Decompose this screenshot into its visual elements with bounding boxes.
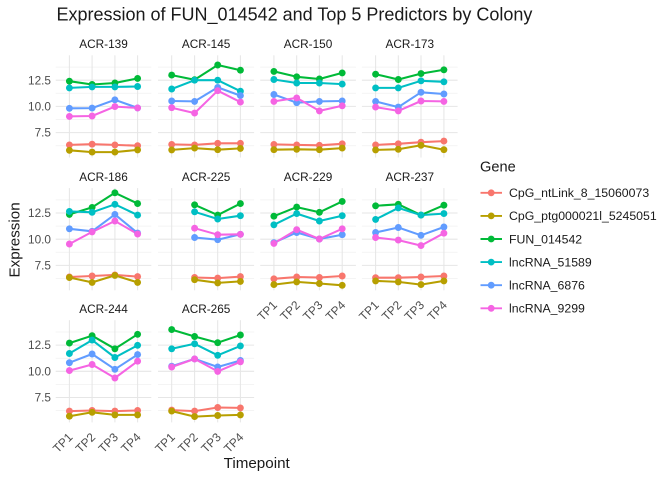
- svg-text:12.5: 12.5: [28, 73, 51, 87]
- svg-text:FUN_014542: FUN_014542: [509, 232, 582, 246]
- svg-text:lncRNA_6876: lncRNA_6876: [509, 279, 585, 293]
- svg-text:7.5: 7.5: [35, 126, 52, 140]
- svg-text:7.5: 7.5: [35, 259, 52, 273]
- svg-text:ACR-225: ACR-225: [182, 170, 231, 184]
- svg-text:ACR-139: ACR-139: [79, 37, 128, 51]
- svg-text:ACR-244: ACR-244: [79, 302, 128, 316]
- svg-text:10.0: 10.0: [28, 232, 51, 246]
- svg-text:Timepoint: Timepoint: [224, 455, 291, 472]
- svg-text:CpG_ntLink_8_15060073: CpG_ntLink_8_15060073: [509, 186, 649, 200]
- svg-text:lncRNA_51589: lncRNA_51589: [509, 255, 592, 269]
- svg-text:Gene: Gene: [480, 160, 516, 176]
- svg-text:lncRNA_9299: lncRNA_9299: [509, 302, 585, 316]
- svg-text:10.0: 10.0: [28, 100, 51, 114]
- svg-text:ACR-265: ACR-265: [182, 302, 231, 316]
- svg-text:ACR-145: ACR-145: [182, 37, 231, 51]
- svg-text:ACR-186: ACR-186: [79, 170, 128, 184]
- svg-text:12.5: 12.5: [28, 206, 51, 220]
- svg-text:10.0: 10.0: [28, 364, 51, 378]
- svg-text:12.5: 12.5: [28, 338, 51, 352]
- svg-text:Expression of FUN_014542 and T: Expression of FUN_014542 and Top 5 Predi…: [57, 4, 533, 25]
- svg-text:ACR-173: ACR-173: [386, 37, 435, 51]
- svg-text:ACR-229: ACR-229: [284, 170, 333, 184]
- svg-text:CpG_ptg000021l_5245051: CpG_ptg000021l_5245051: [509, 209, 657, 223]
- svg-text:ACR-237: ACR-237: [386, 170, 435, 184]
- svg-text:7.5: 7.5: [35, 391, 52, 405]
- svg-text:ACR-150: ACR-150: [284, 37, 333, 51]
- svg-text:Expression: Expression: [7, 202, 24, 277]
